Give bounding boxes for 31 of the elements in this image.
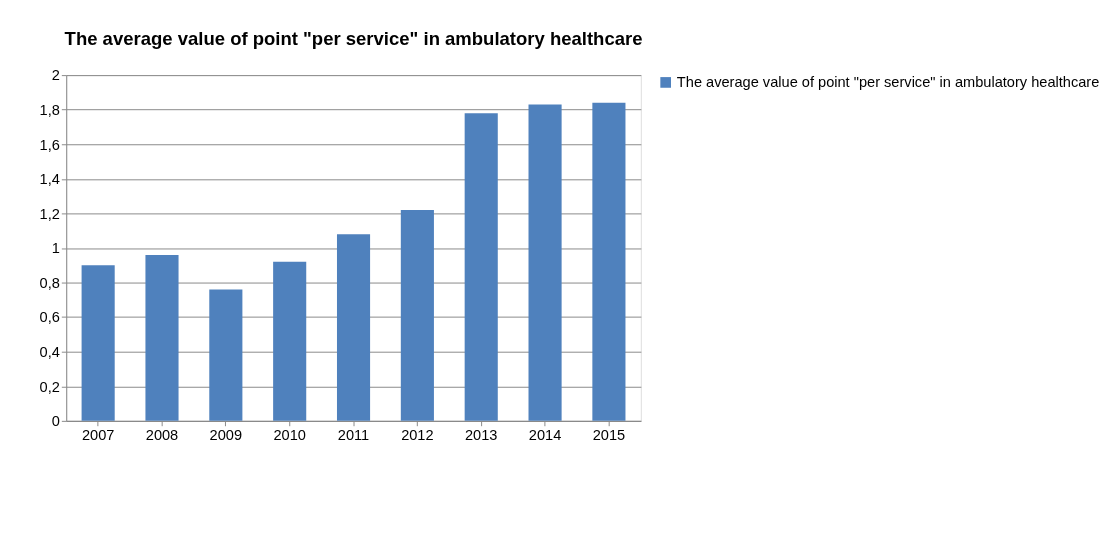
bar bbox=[464, 113, 498, 421]
y-tick-label: 0,6 bbox=[39, 309, 60, 326]
bar bbox=[209, 289, 243, 421]
x-tick-label: 2014 bbox=[528, 426, 562, 443]
bar bbox=[336, 234, 371, 421]
bar bbox=[145, 254, 179, 421]
y-tick-label: 0 bbox=[51, 413, 60, 430]
x-tick-label: 2013 bbox=[464, 426, 498, 443]
bar bbox=[81, 265, 115, 421]
y-tick-label: 0,8 bbox=[39, 274, 60, 291]
y-tick-label: 1,4 bbox=[39, 171, 60, 188]
y-tick-label: 1,8 bbox=[39, 102, 60, 119]
y-tick-label: 1 bbox=[51, 240, 60, 257]
bar bbox=[592, 102, 626, 421]
legend-label: The average value of point "per service" in ambulatory healthcare bbox=[676, 74, 1100, 91]
x-tick-label: 2008 bbox=[145, 426, 179, 443]
x-tick-label: 2009 bbox=[209, 426, 243, 443]
bar bbox=[273, 261, 307, 421]
y-tick-label: 2 bbox=[51, 67, 60, 84]
bar bbox=[528, 104, 562, 421]
x-tick-label: 2007 bbox=[81, 426, 115, 443]
x-tick-label: 2015 bbox=[592, 426, 626, 443]
x-tick-label: 2011 bbox=[337, 426, 370, 443]
bar bbox=[400, 209, 434, 421]
y-tick-label: 0,2 bbox=[39, 378, 60, 395]
y-tick-label: 1,2 bbox=[39, 205, 60, 222]
y-tick-label: 1,6 bbox=[39, 136, 60, 153]
x-tick-label: 2012 bbox=[401, 426, 434, 443]
chart-title: The average value of point "per service" in ambulatory healthcare bbox=[64, 27, 643, 49]
y-tick-label: 0,4 bbox=[39, 344, 60, 361]
x-tick-label: 2010 bbox=[273, 426, 306, 443]
